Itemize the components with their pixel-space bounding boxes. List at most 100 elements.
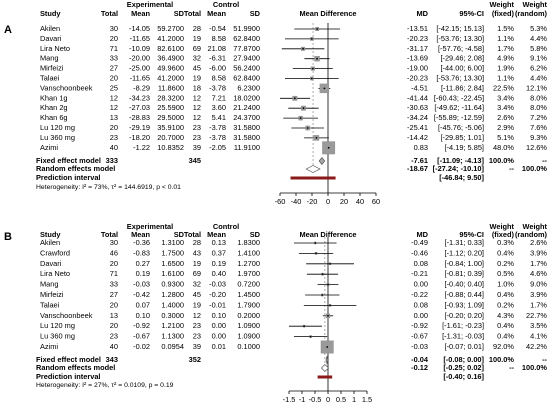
row-label: Azimi	[40, 143, 58, 152]
row-label: Random effects model	[36, 164, 115, 173]
cell: 12	[193, 93, 201, 102]
cell: -25.41	[407, 123, 428, 132]
cell: 39	[193, 143, 201, 152]
cell: 35.9100	[157, 123, 184, 132]
cell: 1.6500	[161, 259, 184, 268]
cell: 6.2300	[237, 83, 260, 92]
cell: 0.4%	[497, 321, 514, 330]
point-estimate	[310, 77, 313, 80]
cell: 8.58	[212, 73, 226, 82]
row-label: Prediction interval	[36, 173, 100, 182]
cell: -28.83	[129, 113, 150, 122]
cell: 12	[193, 311, 201, 320]
point-estimate	[316, 28, 319, 30]
row-label: Talaei	[40, 73, 60, 82]
cell: -8.29	[133, 83, 150, 92]
cell: 1.4500	[237, 290, 260, 299]
cell: 0.5%	[497, 269, 514, 278]
cell: 41.2000	[157, 34, 184, 43]
heterogeneity: Heterogeneity: I² = 27%, τ² = 0.0109, p …	[36, 382, 174, 389]
cell: [-0.20; 0.20]	[445, 311, 484, 320]
cell: 4.9%	[497, 54, 514, 63]
cell: 21.08	[208, 44, 227, 53]
header-group: Weight	[523, 0, 548, 9]
cell: -41.44	[407, 93, 428, 102]
cell: 5.3%	[530, 24, 547, 33]
cell: 25.5900	[157, 103, 184, 112]
header: Mean	[131, 9, 150, 18]
cell: 48.0%	[493, 143, 514, 152]
cell: [-11.09; -4.13]	[437, 156, 484, 165]
row-label: Fixed effect model	[36, 355, 101, 364]
cell: -7.61	[411, 156, 428, 165]
cell: 20	[110, 321, 118, 330]
cell: [-27.24; -10.10]	[433, 164, 485, 173]
cell: -11.65	[130, 73, 150, 82]
cell: -30.63	[407, 103, 428, 112]
x-tick-label: -1	[299, 395, 306, 404]
cell: [-0.25; 0.02]	[443, 363, 484, 372]
cell: 4.4%	[530, 34, 547, 43]
cell: 0.0954	[161, 342, 184, 351]
x-tick-label: 1.5	[362, 395, 372, 404]
cell: 8.0%	[530, 103, 547, 112]
header: (random)	[515, 9, 548, 18]
cell: 19	[193, 300, 201, 309]
cell: -0.92	[411, 321, 428, 330]
cell: -14.42	[407, 133, 428, 142]
cell: 20	[110, 259, 118, 268]
prediction-interval	[317, 375, 333, 379]
cell: 12	[110, 93, 118, 102]
cell: -0.92	[133, 321, 150, 330]
point-estimate	[306, 127, 309, 129]
cell: -0.21	[411, 269, 428, 278]
panel-label: A	[4, 24, 12, 36]
header-group: Control	[213, 0, 239, 9]
cell: 0.08	[414, 300, 428, 309]
cell: 0.01	[212, 342, 226, 351]
cell: 1.6100	[161, 269, 184, 278]
cell: -0.01	[209, 300, 226, 309]
cell: 24.3700	[233, 113, 260, 122]
cell: [-57.76; -4.58]	[438, 44, 484, 53]
cell: [-1.31; 0.33]	[445, 238, 484, 247]
cell: 343	[106, 355, 118, 364]
cell: -0.83	[133, 248, 150, 257]
cell: 1.0%	[497, 280, 514, 289]
cell: 23	[193, 321, 201, 330]
cell: 5.41	[212, 113, 226, 122]
cell: 11.9100	[234, 143, 260, 152]
row-label: Lira Neto	[40, 269, 70, 278]
cell: 28	[193, 24, 201, 33]
cell: 0.9300	[161, 280, 184, 289]
cell: 0.2%	[497, 300, 514, 309]
cell: 100.0%	[522, 363, 547, 372]
cell: 2.6%	[530, 238, 547, 247]
cell: [-0.88; 0.44]	[445, 290, 484, 299]
cell: 1.2800	[161, 290, 184, 299]
row-label: Prediction interval	[36, 372, 100, 381]
header: Mean	[131, 230, 150, 239]
cell: 12.1%	[526, 83, 547, 92]
cell: -0.03	[411, 342, 428, 351]
x-tick-label: -1.5	[283, 395, 296, 404]
cell: 1.7%	[497, 44, 514, 53]
point-estimate	[311, 67, 314, 70]
cell: 333	[106, 156, 118, 165]
cell: 352	[189, 355, 201, 364]
cell: 1.0900	[237, 321, 260, 330]
row-label: Lu 360 mg	[40, 332, 75, 341]
x-tick-label: -0.5	[309, 395, 322, 404]
row-label: Lu 120 mg	[40, 123, 75, 132]
cell: 0.37	[212, 248, 226, 257]
cell: 7.21	[212, 93, 226, 102]
cell: 59.2700	[157, 24, 184, 33]
cell: 41.2000	[157, 73, 184, 82]
cell: -34.23	[129, 93, 150, 102]
cell: 18.0200	[233, 93, 260, 102]
cell: 7.2%	[530, 113, 547, 122]
cell: 2.9%	[497, 123, 514, 132]
cell: 43	[193, 248, 201, 257]
cell: 20	[110, 123, 118, 132]
x-tick-label: 1	[352, 395, 356, 404]
